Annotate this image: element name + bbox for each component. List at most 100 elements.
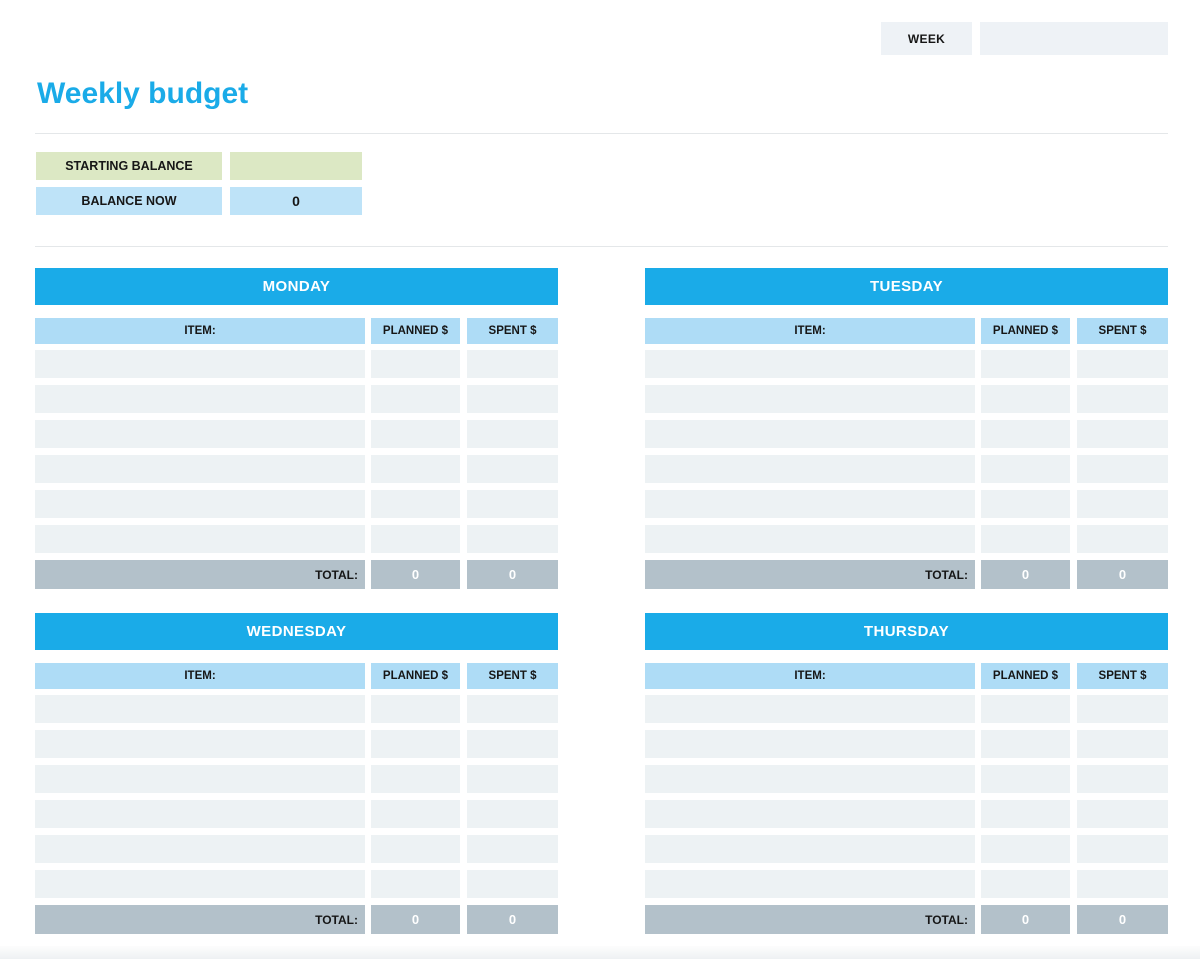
item-row [645,350,1168,378]
spent-cell[interactable] [467,800,558,828]
planned-column-header: PLANNED $ [981,318,1070,344]
item-row [645,695,1168,723]
planned-cell[interactable] [981,385,1070,413]
item-cell[interactable] [35,455,365,483]
planned-cell[interactable] [981,490,1070,518]
planned-cell[interactable] [981,870,1070,898]
planned-cell[interactable] [981,350,1070,378]
item-row [645,420,1168,448]
item-column-header: ITEM: [645,663,975,689]
planned-cell[interactable] [371,455,460,483]
item-cell[interactable] [645,835,975,863]
planned-cell[interactable] [981,695,1070,723]
spent-cell[interactable] [467,870,558,898]
planned-cell[interactable] [981,455,1070,483]
rows-container [645,350,1168,553]
column-header-row: ITEM: PLANNED $ SPENT $ [35,663,558,689]
column-header-row: ITEM: PLANNED $ SPENT $ [35,318,558,344]
item-cell[interactable] [35,490,365,518]
item-cell[interactable] [35,525,365,553]
item-cell[interactable] [35,420,365,448]
planned-cell[interactable] [371,730,460,758]
planned-cell[interactable] [371,350,460,378]
total-label: TOTAL: [645,560,975,589]
total-label: TOTAL: [35,560,365,589]
spent-cell[interactable] [467,490,558,518]
spent-cell[interactable] [467,525,558,553]
item-cell[interactable] [35,350,365,378]
spent-cell[interactable] [467,350,558,378]
spent-cell[interactable] [467,695,558,723]
item-cell[interactable] [645,385,975,413]
planned-cell[interactable] [371,525,460,553]
spent-cell[interactable] [467,835,558,863]
spent-cell[interactable] [1077,870,1168,898]
item-cell[interactable] [645,420,975,448]
spent-cell[interactable] [467,455,558,483]
rows-container [35,350,558,553]
item-cell[interactable] [645,525,975,553]
planned-cell[interactable] [371,490,460,518]
spent-cell[interactable] [467,730,558,758]
item-cell[interactable] [645,800,975,828]
item-row [35,525,558,553]
planned-cell[interactable] [371,385,460,413]
planned-cell[interactable] [981,525,1070,553]
item-cell[interactable] [645,455,975,483]
item-cell[interactable] [35,730,365,758]
week-input-cell[interactable] [980,22,1168,55]
spent-cell[interactable] [1077,350,1168,378]
spent-cell[interactable] [467,420,558,448]
item-cell[interactable] [645,490,975,518]
total-label: TOTAL: [645,905,975,934]
item-cell[interactable] [645,695,975,723]
item-cell[interactable] [35,765,365,793]
page-title: Weekly budget [37,77,249,110]
spent-cell[interactable] [1077,385,1168,413]
spent-cell[interactable] [1077,835,1168,863]
item-row [645,525,1168,553]
planned-cell[interactable] [371,695,460,723]
item-cell[interactable] [645,765,975,793]
spent-cell[interactable] [1077,490,1168,518]
spent-cell[interactable] [1077,800,1168,828]
planned-cell[interactable] [371,765,460,793]
planned-cell[interactable] [981,765,1070,793]
column-header-row: ITEM: PLANNED $ SPENT $ [645,663,1168,689]
spent-cell[interactable] [1077,455,1168,483]
planned-cell[interactable] [981,420,1070,448]
spent-cell[interactable] [1077,525,1168,553]
planned-cell[interactable] [371,420,460,448]
spent-column-header: SPENT $ [1077,318,1168,344]
item-cell[interactable] [645,350,975,378]
planned-cell[interactable] [371,800,460,828]
spent-cell[interactable] [467,385,558,413]
item-row [35,765,558,793]
starting-balance-value-cell[interactable] [230,152,362,180]
spent-cell[interactable] [1077,765,1168,793]
planned-cell[interactable] [981,730,1070,758]
item-row [645,490,1168,518]
item-cell[interactable] [645,870,975,898]
planned-cell[interactable] [981,835,1070,863]
day-header: WEDNESDAY [35,613,558,650]
item-row [645,800,1168,828]
spent-cell[interactable] [1077,730,1168,758]
item-cell[interactable] [35,800,365,828]
item-cell[interactable] [35,385,365,413]
spent-cell[interactable] [467,765,558,793]
planned-cell[interactable] [371,835,460,863]
spent-cell[interactable] [1077,420,1168,448]
spent-cell[interactable] [1077,695,1168,723]
item-cell[interactable] [35,695,365,723]
item-cell[interactable] [35,835,365,863]
item-cell[interactable] [35,870,365,898]
item-row [645,870,1168,898]
planned-cell[interactable] [981,800,1070,828]
item-row [645,835,1168,863]
starting-balance-label: STARTING BALANCE [36,152,222,180]
planned-cell[interactable] [371,870,460,898]
item-cell[interactable] [645,730,975,758]
item-row [35,800,558,828]
item-row [35,385,558,413]
